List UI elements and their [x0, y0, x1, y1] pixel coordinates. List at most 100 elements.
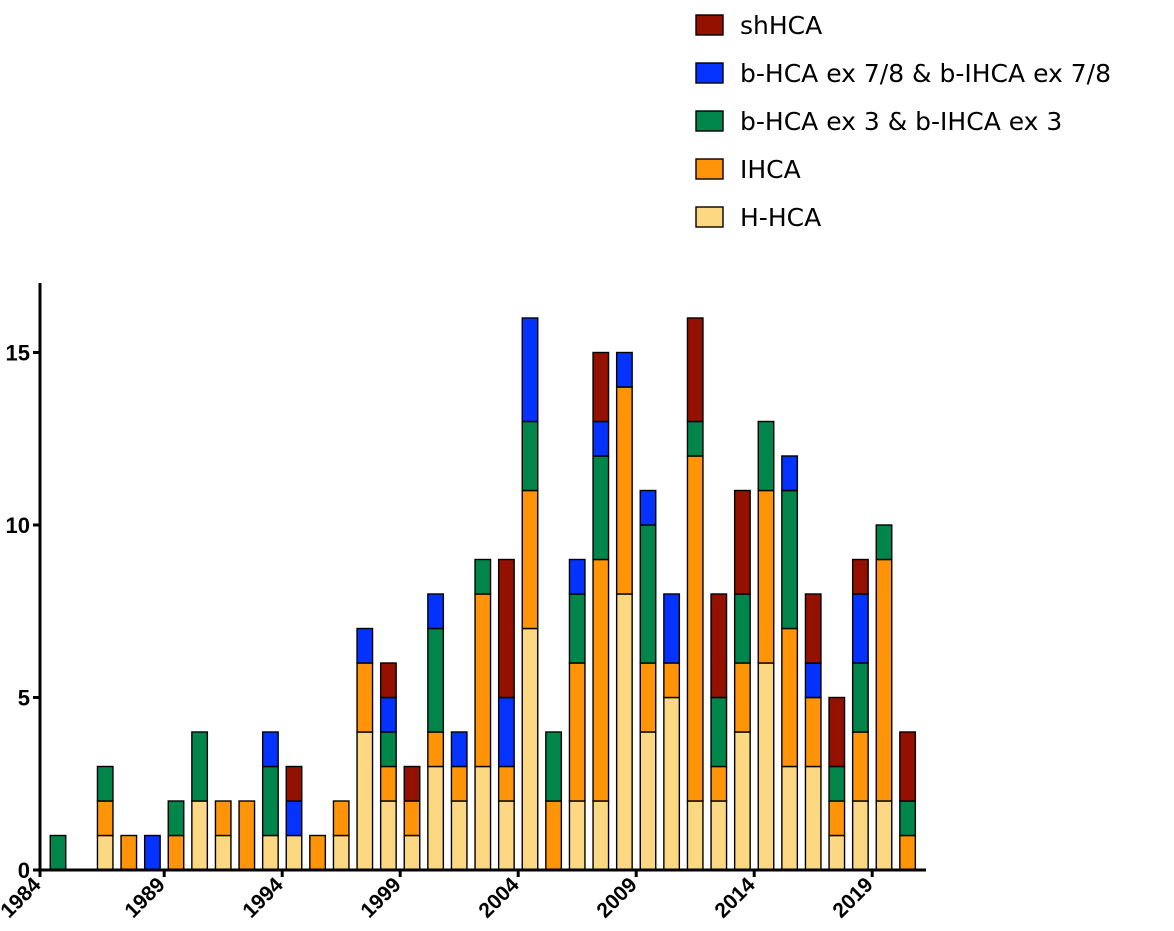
bar-segment-2015-series-1: [781, 627, 799, 768]
bar-segment-2000-series-2: [427, 627, 445, 733]
bar-segment-2004-series-1: [521, 489, 539, 630]
bar-segment-1990-series-0: [191, 800, 209, 871]
y-tick-label-15: 15: [6, 341, 30, 366]
bar-segment-2009-series-0: [639, 731, 657, 871]
x-tick-label-1984: 1984: [0, 873, 46, 923]
bar-segment-2005-series-1: [545, 800, 563, 871]
bar-segment-2010-series-3: [663, 593, 681, 664]
bar-segment-1991-series-0: [214, 834, 232, 871]
bar-segment-1998-series-0: [379, 800, 397, 871]
bar-segment-2012-series-2: [710, 696, 728, 768]
bar-segment-2000-series-3: [427, 593, 445, 630]
bar-segment-1995-series-1: [309, 834, 327, 871]
bar-segment-2011-series-4: [686, 317, 704, 423]
x-tick-label-2009: 2009: [592, 873, 641, 922]
bar-segment-2011-series-0: [686, 800, 704, 871]
bar-segment-1986-series-2: [96, 765, 114, 802]
bar-segment-1998-series-1: [379, 765, 397, 802]
bar-segment-1998-series-2: [379, 731, 397, 768]
bar-segment-2007-series-1: [592, 558, 610, 802]
bar-segment-2003-series-1: [497, 765, 515, 802]
bar-segment-2009-series-1: [639, 662, 657, 733]
bar-segment-1998-series-4: [379, 662, 397, 699]
bar-segment-1993-series-2: [261, 765, 279, 837]
bar-segment-2006-series-3: [568, 558, 586, 595]
legend-label-4: H-HCA: [740, 203, 821, 232]
bar-segment-2012-series-0: [710, 800, 728, 871]
bar-segment-1999-series-1: [403, 800, 421, 837]
bar-segment-2018-series-3: [851, 593, 869, 664]
bar-segment-2007-series-3: [592, 420, 610, 457]
bar-segment-1988-series-3: [143, 834, 161, 871]
bar-segment-2016-series-0: [804, 765, 822, 871]
bar-segment-1994-series-4: [285, 765, 303, 802]
bar-segment-2018-series-0: [851, 800, 869, 871]
bar-segment-1998-series-3: [379, 696, 397, 733]
bar-segment-2014-series-0: [757, 662, 775, 871]
bar-segment-2001-series-3: [450, 731, 468, 768]
bar-segment-2003-series-0: [497, 800, 515, 871]
bar-segment-2006-series-2: [568, 593, 586, 664]
legend-label-0: shHCA: [740, 11, 822, 40]
bar-segment-2017-series-1: [828, 800, 846, 837]
x-tick-label-1989: 1989: [120, 873, 169, 922]
bar-segment-1986-series-1: [96, 800, 114, 837]
bar-segment-2019-series-1: [875, 558, 893, 802]
bar-segment-2010-series-1: [663, 662, 681, 699]
bar-segment-1997-series-0: [356, 731, 374, 871]
x-tick-label-2004: 2004: [474, 873, 524, 923]
bar-segment-2018-series-1: [851, 731, 869, 802]
bar-segment-2019-series-0: [875, 800, 893, 871]
bar-segment-2014-series-2: [757, 420, 775, 492]
legend-swatch-3: [695, 158, 724, 180]
bar-segment-1984-series-2: [49, 834, 67, 871]
bar-segment-2016-series-1: [804, 696, 822, 768]
bar-segment-2020-series-4: [899, 731, 917, 802]
x-tick-label-1994: 1994: [238, 873, 288, 923]
x-tick-label-2014: 2014: [710, 873, 760, 923]
bar-segment-2006-series-0: [568, 800, 586, 871]
bar-segment-2007-series-0: [592, 800, 610, 871]
bar-segment-1990-series-2: [191, 731, 209, 802]
bar-segment-2001-series-0: [450, 800, 468, 871]
bar-segment-2012-series-1: [710, 765, 728, 802]
bar-segment-2008-series-0: [615, 593, 633, 871]
legend-swatch-0: [695, 14, 724, 36]
legend-swatch-2: [695, 110, 724, 132]
bar-segment-2013-series-2: [733, 593, 751, 664]
bar-segment-2013-series-1: [733, 662, 751, 733]
bar-segment-2010-series-0: [663, 696, 681, 871]
bar-segment-1987-series-1: [120, 834, 138, 871]
bar-segment-1994-series-0: [285, 834, 303, 871]
bar-segment-2017-series-2: [828, 765, 846, 802]
bar-segment-2000-series-1: [427, 731, 445, 768]
x-tick-label-2019: 2019: [828, 873, 877, 922]
bar-segment-2004-series-2: [521, 420, 539, 492]
legend-label-3: IHCA: [740, 155, 801, 184]
bars: [49, 317, 917, 871]
bar-segment-2016-series-4: [804, 593, 822, 664]
bar-segment-2011-series-1: [686, 455, 704, 802]
bar-segment-1986-series-0: [96, 834, 114, 871]
bar-segment-1996-series-0: [332, 834, 350, 871]
bar-segment-2009-series-2: [639, 524, 657, 664]
bar-segment-2001-series-1: [450, 765, 468, 802]
bar-segment-2017-series-4: [828, 696, 846, 768]
bar-segment-2002-series-2: [474, 558, 492, 595]
legend-swatch-1: [695, 62, 724, 84]
bar-segment-2014-series-1: [757, 489, 775, 664]
bar-segment-2003-series-3: [497, 696, 515, 768]
legend-label-2: b-HCA ex 3 & b-IHCA ex 3: [740, 107, 1062, 136]
legend: shHCA b-HCA ex 7/8 & b-IHCA ex 7/8 b-HCA e…: [695, 11, 1111, 232]
bar-segment-1992-series-1: [238, 800, 256, 871]
bar-segment-2008-series-1: [615, 386, 633, 595]
bar-segment-2006-series-1: [568, 662, 586, 802]
bar-segment-2000-series-0: [427, 765, 445, 871]
bar-segment-2009-series-3: [639, 489, 657, 526]
bar-segment-1999-series-4: [403, 765, 421, 802]
y-tick-label-10: 10: [6, 513, 30, 538]
bar-segment-1991-series-1: [214, 800, 232, 837]
bar-segment-2007-series-2: [592, 455, 610, 561]
bar-segment-2004-series-0: [521, 627, 539, 871]
bar-segment-2015-series-3: [781, 455, 799, 492]
